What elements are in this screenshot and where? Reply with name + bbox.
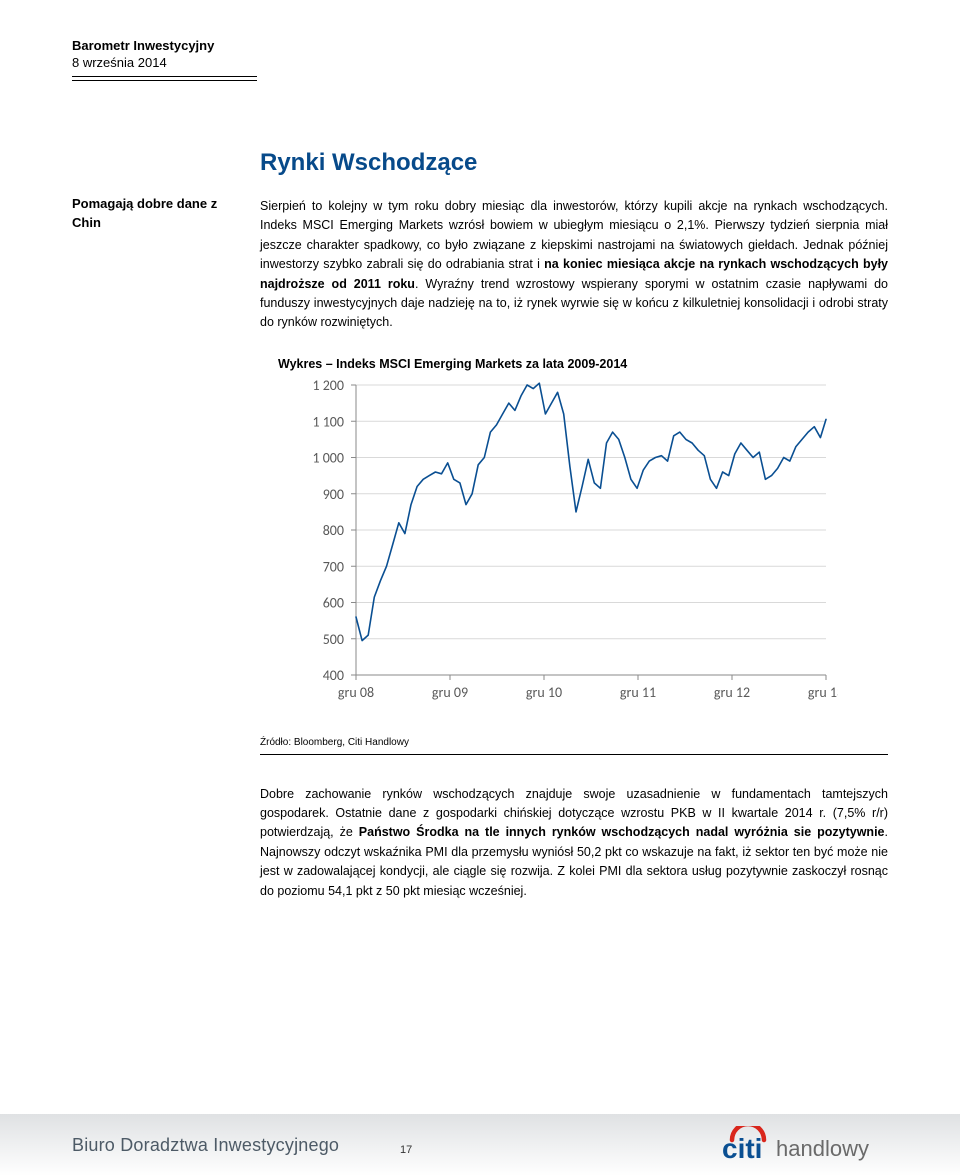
svg-text:citi: citi — [722, 1133, 762, 1164]
svg-text:400: 400 — [323, 667, 344, 684]
svg-text:gru 10: gru 10 — [526, 684, 562, 701]
main-column: Rynki Wschodzące Sierpień to kolejny w t… — [260, 149, 888, 901]
svg-text:gru 11: gru 11 — [620, 684, 656, 701]
msci-line-chart: 400 500 600 700 800 900 1 000 1 100 1 200 gru 08 g… — [278, 375, 838, 705]
header-title: Barometr Inwestycyjny — [72, 38, 888, 53]
document-header: Barometr Inwestycyjny 8 września 2014 — [72, 38, 888, 81]
svg-text:600: 600 — [323, 594, 344, 611]
svg-text:800: 800 — [323, 522, 344, 539]
footer-logo: citi handlowy — [718, 1126, 888, 1164]
sidebar-note: Pomagają dobre dane z Chin — [72, 195, 240, 233]
chart-caption: Wykres – Indeks MSCI Emerging Markets za… — [278, 357, 888, 371]
page-footer: Biuro Doradztwa Inwestycyjnego citi handl… — [0, 1114, 960, 1176]
svg-text:1 100: 1 100 — [312, 413, 344, 430]
svg-text:1 000: 1 000 — [312, 449, 344, 466]
chart-source: Źródło: Bloomberg, Citi Handlowy — [260, 737, 888, 748]
chart-block: Wykres – Indeks MSCI Emerging Markets za… — [278, 357, 888, 705]
sidebar: Pomagają dobre dane z Chin — [72, 149, 240, 901]
page-number: 17 — [400, 1144, 412, 1156]
header-rule-2 — [72, 80, 257, 81]
svg-text:gru 12: gru 12 — [714, 684, 750, 701]
svg-text:gru 08: gru 08 — [338, 684, 374, 701]
section-divider — [260, 754, 888, 755]
svg-text:1 200: 1 200 — [312, 377, 344, 394]
svg-text:handlowy: handlowy — [776, 1136, 869, 1161]
body-paragraph-2: Dobre zachowanie rynków wschodzących zna… — [260, 785, 888, 901]
intro-paragraph: Sierpień to kolejny w tym roku dobry mie… — [260, 197, 888, 333]
svg-text:700: 700 — [323, 558, 344, 575]
svg-text:gru 13: gru 13 — [808, 684, 838, 701]
citi-handlowy-logo-icon: citi handlowy — [718, 1126, 888, 1164]
svg-text:gru 09: gru 09 — [432, 684, 468, 701]
svg-text:900: 900 — [323, 485, 344, 502]
svg-text:500: 500 — [323, 630, 344, 647]
footer-office-name: Biuro Doradztwa Inwestycyjnego — [72, 1135, 339, 1156]
section-title: Rynki Wschodzące — [260, 149, 888, 177]
header-date: 8 września 2014 — [72, 55, 888, 70]
header-rule-1 — [72, 76, 257, 77]
